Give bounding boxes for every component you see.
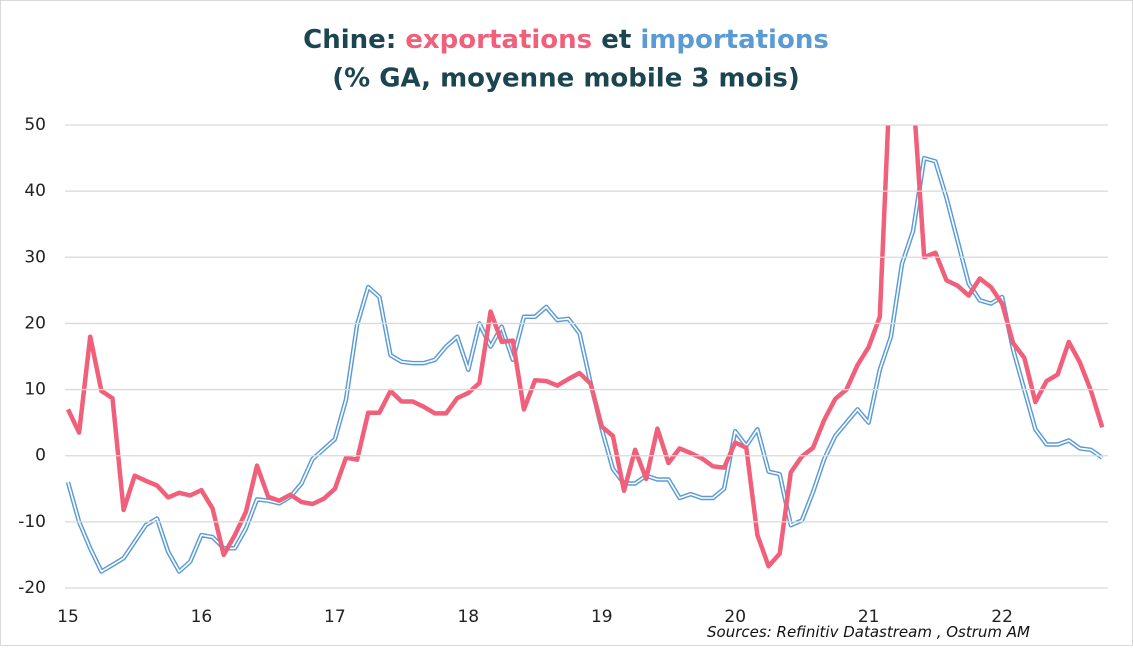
exports-line	[65, 125, 1105, 569]
y-tick-label: -20	[18, 578, 46, 598]
y-tick-label: 20	[24, 313, 46, 333]
y-tick-label: 30	[24, 247, 46, 267]
imports-line-inner	[67, 157, 1103, 573]
plot-area	[65, 125, 1105, 574]
title-part: Chine:	[303, 25, 396, 55]
source-note: Sources: Refinitiv Datastream , Ostrum A…	[707, 623, 1030, 641]
x-tick-label: 20	[724, 607, 746, 627]
y-tick-label: 10	[24, 380, 46, 400]
x-tick-label: 18	[457, 607, 479, 627]
y-tick-label: 40	[24, 181, 46, 201]
x-tick-label: 21	[858, 607, 880, 627]
x-tick-label: 17	[324, 607, 346, 627]
x-tick-label: 22	[991, 607, 1013, 627]
legend-imports: importations	[640, 25, 828, 55]
x-tick-label: 19	[591, 607, 613, 627]
x-tick-label: 15	[57, 607, 79, 627]
x-tick-label: 16	[191, 607, 213, 627]
y-tick-label: -10	[18, 512, 46, 532]
chart-subtitle: (% GA, moyenne mobile 3 mois)	[332, 64, 800, 94]
y-tick-label: 50	[24, 115, 46, 135]
title-part: et	[601, 25, 631, 55]
y-tick-label: 0	[35, 446, 46, 466]
chart-title: Chine: exportations et importations	[303, 25, 829, 55]
legend-exports: exportations	[405, 25, 592, 55]
